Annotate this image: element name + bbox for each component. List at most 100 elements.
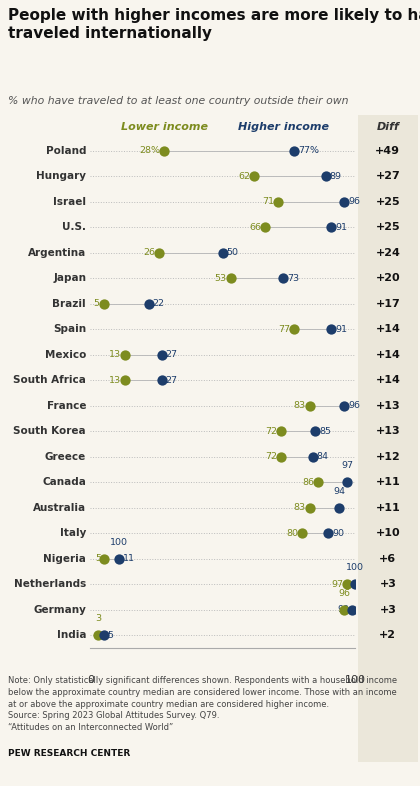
Text: South Korea: South Korea [13, 426, 86, 436]
Text: 90: 90 [332, 529, 344, 538]
Text: 77%: 77% [298, 146, 319, 156]
Text: 71: 71 [262, 197, 274, 206]
Text: 50: 50 [226, 248, 239, 257]
Text: Canada: Canada [42, 477, 86, 487]
Text: Nigeria: Nigeria [43, 554, 86, 564]
Point [291, 323, 297, 336]
Point [275, 196, 281, 208]
Text: % who have traveled to at least one country outside their own: % who have traveled to at least one coun… [8, 96, 349, 106]
Text: 28%: 28% [139, 146, 160, 156]
Text: 86: 86 [302, 478, 314, 487]
Point [341, 196, 348, 208]
Text: 97: 97 [341, 461, 353, 470]
Point [158, 374, 165, 387]
Point [145, 297, 152, 310]
Text: 97: 97 [331, 580, 343, 589]
Text: 89: 89 [330, 172, 342, 181]
Text: Italy: Italy [60, 528, 86, 538]
Text: India: India [57, 630, 86, 641]
Text: 100: 100 [346, 563, 364, 572]
Point [344, 476, 350, 489]
Text: 96: 96 [348, 401, 360, 410]
Text: 5: 5 [95, 554, 101, 564]
Text: Higher income: Higher income [238, 122, 329, 131]
Point [100, 553, 107, 565]
Text: 72: 72 [265, 452, 277, 461]
Point [121, 348, 128, 361]
Text: +11: +11 [375, 477, 400, 487]
Text: Lower income: Lower income [121, 122, 208, 131]
Text: +10: +10 [375, 528, 400, 538]
Point [325, 527, 332, 539]
Text: +14: +14 [375, 325, 400, 334]
Point [219, 247, 226, 259]
Text: Diff: Diff [376, 122, 399, 131]
Text: 72: 72 [265, 427, 277, 435]
Text: 100: 100 [110, 538, 129, 546]
Text: Note: Only statistically significant differences shown. Respondents with a house: Note: Only statistically significant dif… [8, 676, 397, 732]
Point [95, 629, 102, 641]
Point [116, 553, 123, 565]
Point [307, 501, 313, 514]
Point [121, 374, 128, 387]
Point [156, 247, 163, 259]
Point [278, 425, 284, 438]
Text: 84: 84 [317, 452, 328, 461]
Text: +3: +3 [379, 579, 396, 590]
Point [341, 399, 348, 412]
Text: U.S.: U.S. [62, 222, 86, 232]
Text: Germany: Germany [33, 604, 86, 615]
Text: 27: 27 [166, 351, 178, 359]
Point [312, 425, 319, 438]
Point [341, 604, 348, 616]
Text: +17: +17 [375, 299, 400, 309]
Text: +27: +27 [375, 171, 400, 182]
Text: +24: +24 [375, 248, 400, 258]
Point [323, 170, 329, 182]
Text: PEW RESEARCH CENTER: PEW RESEARCH CENTER [8, 749, 131, 758]
Text: 11: 11 [123, 554, 135, 564]
Point [352, 578, 358, 590]
Text: Mexico: Mexico [45, 350, 86, 360]
Text: 94: 94 [333, 487, 345, 495]
Text: +11: +11 [375, 503, 400, 512]
Text: +20: +20 [375, 274, 400, 283]
Point [336, 501, 342, 514]
Text: 3: 3 [95, 614, 101, 623]
Text: +25: +25 [375, 222, 400, 232]
Text: 83: 83 [294, 401, 306, 410]
Point [100, 297, 107, 310]
Text: +14: +14 [375, 375, 400, 385]
Text: Greece: Greece [45, 452, 86, 461]
Text: People with higher incomes are more likely to have
traveled internationally: People with higher incomes are more like… [8, 8, 420, 41]
Point [158, 348, 165, 361]
Text: 13: 13 [109, 351, 121, 359]
Text: France: France [47, 401, 86, 411]
Point [299, 527, 305, 539]
Text: Spain: Spain [53, 325, 86, 334]
Text: 62: 62 [239, 172, 250, 181]
Point [251, 170, 258, 182]
Text: 96: 96 [339, 589, 350, 597]
Text: 80: 80 [286, 529, 298, 538]
Point [307, 399, 313, 412]
Text: Netherlands: Netherlands [14, 579, 86, 590]
Point [344, 578, 350, 590]
Text: 77: 77 [278, 325, 290, 334]
Text: Hungary: Hungary [36, 171, 86, 182]
Point [309, 450, 316, 463]
Text: 73: 73 [287, 274, 299, 283]
Text: Argentina: Argentina [28, 248, 86, 258]
Text: +14: +14 [375, 350, 400, 360]
Point [227, 272, 234, 285]
Text: 13: 13 [109, 376, 121, 385]
Text: +2: +2 [379, 630, 396, 641]
Text: +12: +12 [375, 452, 400, 461]
Text: Australia: Australia [33, 503, 86, 512]
Text: Poland: Poland [46, 145, 86, 156]
Text: +49: +49 [375, 145, 400, 156]
Text: 85: 85 [319, 427, 331, 435]
Text: South Africa: South Africa [13, 375, 86, 385]
Text: 66: 66 [249, 222, 261, 232]
Point [328, 323, 334, 336]
